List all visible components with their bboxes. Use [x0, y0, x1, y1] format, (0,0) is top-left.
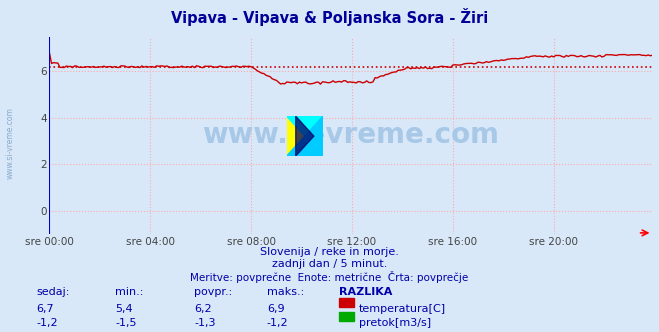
Text: -1,3: -1,3 — [194, 318, 216, 328]
Text: maks.:: maks.: — [267, 287, 304, 297]
Polygon shape — [287, 116, 323, 156]
Polygon shape — [287, 116, 323, 156]
Text: www.si-vreme.com: www.si-vreme.com — [202, 121, 500, 149]
Text: 6,9: 6,9 — [267, 304, 285, 314]
Text: -1,5: -1,5 — [115, 318, 137, 328]
Text: min.:: min.: — [115, 287, 144, 297]
Text: Slovenija / reke in morje.: Slovenija / reke in morje. — [260, 247, 399, 257]
Text: temperatura[C]: temperatura[C] — [359, 304, 446, 314]
Text: Meritve: povprečne  Enote: metrične  Črta: povprečje: Meritve: povprečne Enote: metrične Črta:… — [190, 271, 469, 283]
Text: pretok[m3/s]: pretok[m3/s] — [359, 318, 431, 328]
Text: Vipava - Vipava & Poljanska Sora - Žiri: Vipava - Vipava & Poljanska Sora - Žiri — [171, 8, 488, 26]
Text: 6,7: 6,7 — [36, 304, 54, 314]
Polygon shape — [296, 116, 314, 156]
Polygon shape — [287, 116, 304, 156]
Text: sedaj:: sedaj: — [36, 287, 70, 297]
Text: -1,2: -1,2 — [36, 318, 58, 328]
Text: 5,4: 5,4 — [115, 304, 133, 314]
Text: 6,2: 6,2 — [194, 304, 212, 314]
Text: povpr.:: povpr.: — [194, 287, 233, 297]
Text: -1,2: -1,2 — [267, 318, 289, 328]
Text: zadnji dan / 5 minut.: zadnji dan / 5 minut. — [272, 259, 387, 269]
Text: RAZLIKA: RAZLIKA — [339, 287, 393, 297]
Text: www.si-vreme.com: www.si-vreme.com — [5, 107, 14, 179]
